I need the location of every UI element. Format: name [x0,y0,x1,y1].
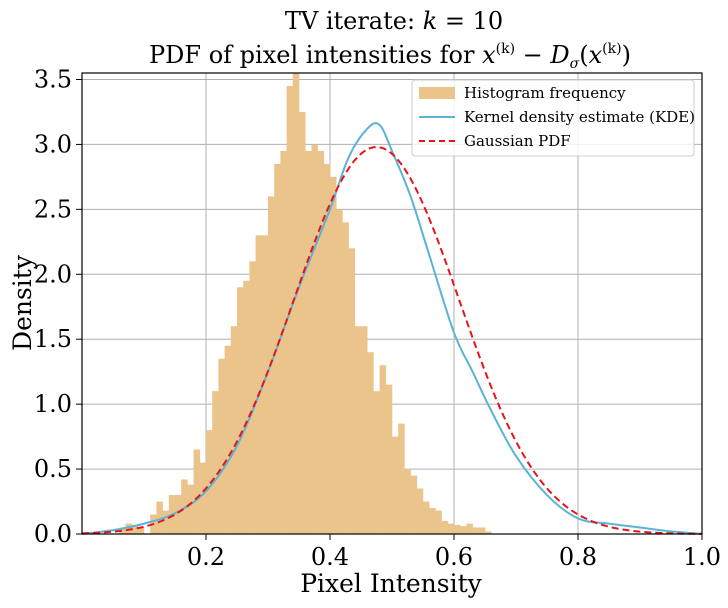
histogram-bar [410,475,418,534]
legend-box [411,79,695,157]
x-tick-label: 0.2 [187,543,225,571]
histogram-bar [404,469,411,534]
histogram-bar [212,391,219,534]
histogram-bar [175,495,182,534]
histogram-bar [317,150,325,534]
histogram-bar [454,524,461,534]
y-tick-label: 3.5 [34,65,72,93]
histogram-bar [162,510,170,534]
legend-gaussian-label: Gaussian PDF [464,132,571,150]
y-tick-label: 1.5 [34,325,72,353]
gaussian-pdf-line [81,146,703,535]
histogram-bar [385,384,393,534]
histogram-bar [187,484,194,534]
legend-kde-label: Kernel density estimate (KDE) [464,108,695,126]
histogram-bar [292,73,300,534]
histogram-bar [441,521,449,534]
legend: Histogram frequency Kernel density estim… [411,79,695,157]
histogram-bar [156,501,163,534]
histogram-bar [392,436,399,534]
histogram-bar [243,280,250,534]
y-tick-label: 2.5 [34,195,72,223]
histogram-bar [305,150,312,534]
histogram-bar [193,449,201,534]
histogram-bar [423,501,430,534]
histogram-bar [330,176,337,534]
histogram-bar [224,345,232,534]
histogram-bar [230,326,238,534]
y-axis-label: Density [8,254,37,351]
y-tick-label: 2.0 [34,260,72,288]
x-tick-label: 1.0 [683,543,721,571]
histogram-bar [416,488,424,534]
histogram-bar [261,235,269,534]
legend-histogram-label: Histogram frequency [464,84,626,102]
histogram-bar [379,365,387,534]
histogram-bar [206,430,213,534]
histogram-bar [249,261,256,534]
histogram-bar [342,222,349,535]
histogram-bar [311,144,318,534]
histogram-bar [373,391,380,534]
histogram-bar [199,462,207,534]
histogram-bar [137,527,145,534]
histogram-bar [478,527,486,534]
y-tick-label: 1.0 [34,390,72,418]
histogram-bar [361,326,368,534]
histogram-bar [237,287,244,534]
histogram-bar [181,479,188,534]
x-axis-label: Pixel Intensity [300,569,482,598]
histogram-bar [299,111,306,534]
curve-lines [81,122,703,535]
chart-title-line1: TV iterate: k = 10 [285,7,503,35]
histogram-bar [466,523,473,534]
y-tick-label: 0.0 [34,520,72,548]
axis-ticks: 0.2 0.4 0.6 0.8 1.0 0.0 0.5 1.0 1.5 2.0 2.5 3.0 3.5 [34,65,721,571]
histogram-bar [485,531,492,534]
histogram-bar [429,508,436,534]
histogram-bar [354,326,362,534]
histogram-bar [323,163,331,534]
histogram-bar [398,423,405,534]
histogram-bar [280,150,287,534]
histogram-bar [218,358,225,534]
histogram-bar [336,209,343,534]
y-tick-label: 3.0 [34,130,72,158]
histogram-bar [119,527,126,534]
x-tick-label: 0.8 [559,543,597,571]
histogram-bar [447,523,455,534]
x-tick-label: 0.6 [435,543,473,571]
y-tick-label: 0.5 [34,455,72,483]
kde-line [81,122,703,535]
histogram-bar [435,510,442,534]
histogram-bar [348,248,356,534]
histogram-bar [255,235,263,534]
histogram-bar [460,526,467,534]
plot-frame [81,72,703,535]
histogram-bar [367,352,374,534]
x-tick-label: 0.4 [311,543,349,571]
histogram-bar [472,527,480,534]
histogram-bar [131,524,139,534]
chart-title-line2: PDF of pixel intensities for x(k) − Dσ(x… [149,41,631,72]
legend-histogram-swatch [419,87,455,99]
